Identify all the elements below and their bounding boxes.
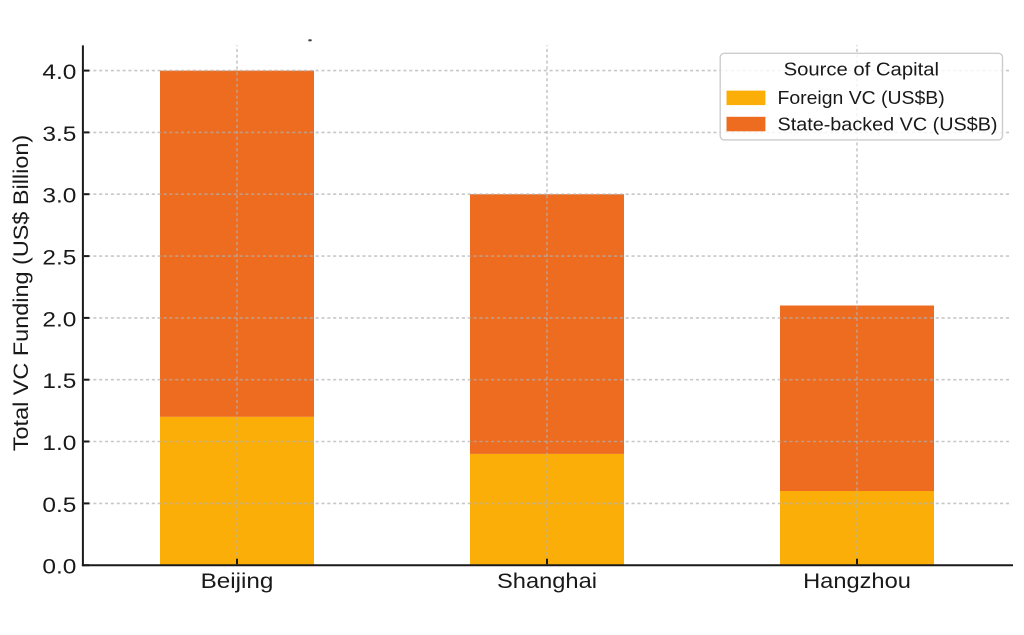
svg-text:Source of Capital: Source of Capital	[784, 59, 939, 79]
svg-text:0.0: 0.0	[42, 555, 76, 579]
svg-text:State-backed VC (US$B): State-backed VC (US$B)	[778, 114, 998, 134]
svg-text:Hangzhou: Hangzhou	[803, 569, 911, 593]
svg-text:Shanghai: Shanghai	[497, 569, 597, 593]
svg-text:0.5: 0.5	[42, 493, 76, 517]
svg-text:2.5: 2.5	[42, 246, 76, 270]
svg-text:2.0: 2.0	[42, 307, 76, 331]
svg-text:1.0: 1.0	[42, 431, 76, 455]
svg-text:Beijing: Beijing	[201, 569, 274, 593]
svg-text:3.0: 3.0	[42, 184, 76, 208]
svg-text:Foreign VC (US$B): Foreign VC (US$B)	[778, 88, 945, 108]
svg-text:3.5: 3.5	[42, 122, 76, 146]
svg-text:1.5: 1.5	[42, 369, 76, 393]
svg-text:Total VC Funding (US$ Billion): Total VC Funding (US$ Billion)	[9, 135, 33, 451]
svg-text:4.0: 4.0	[42, 60, 76, 84]
